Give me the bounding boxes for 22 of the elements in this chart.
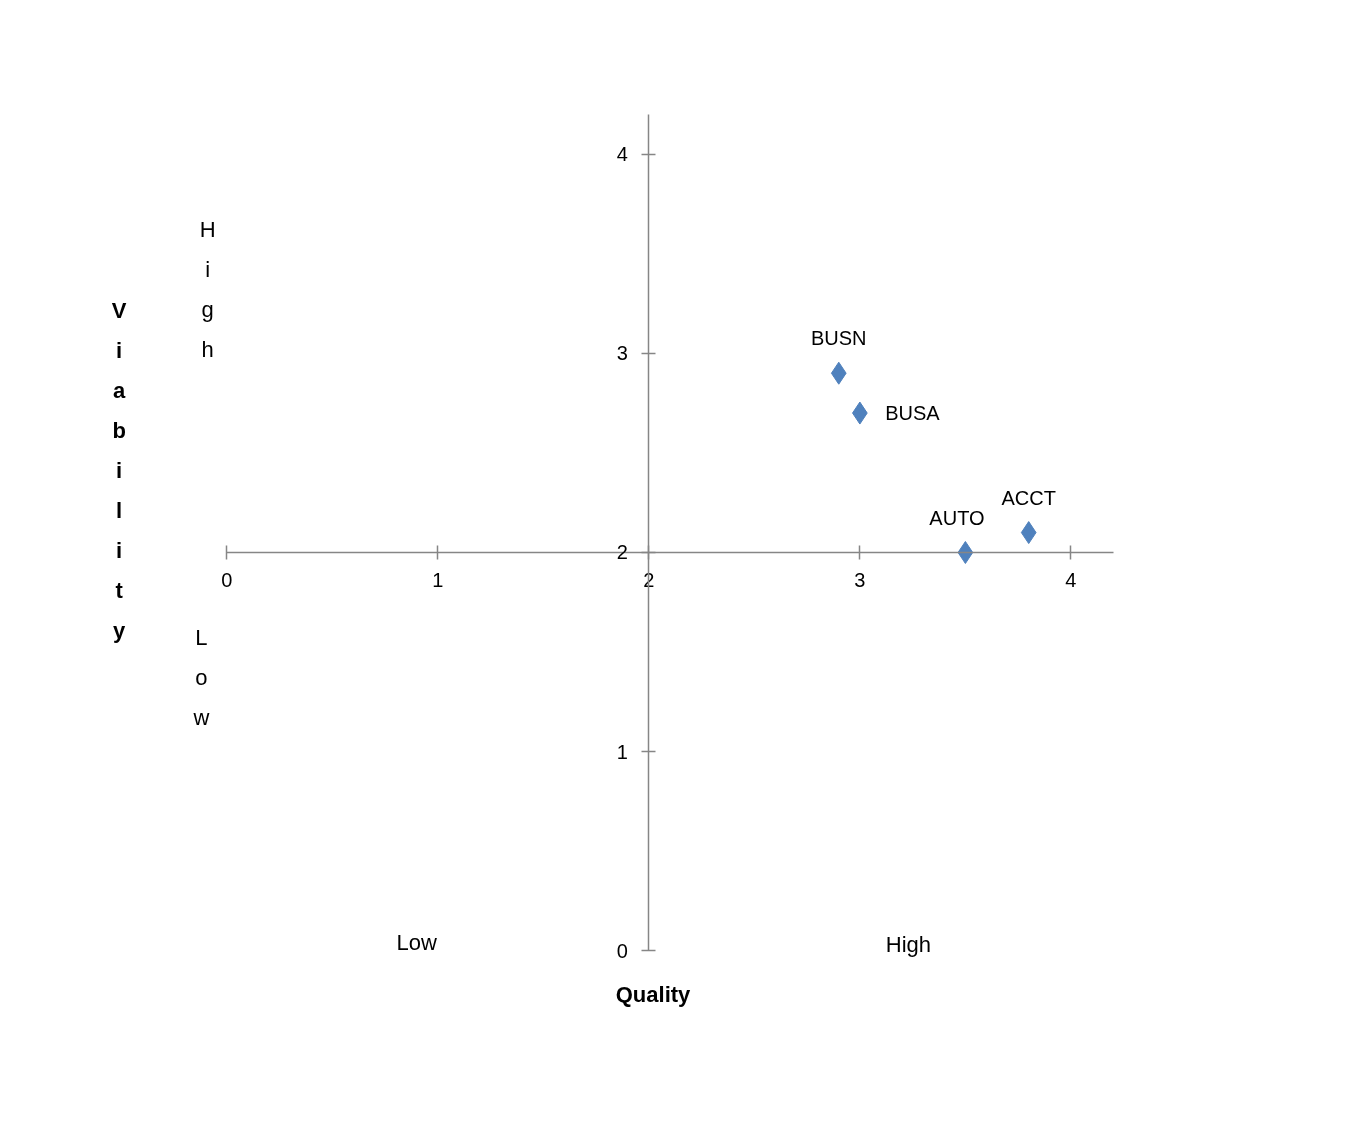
x-tick-label: 0 xyxy=(221,569,233,592)
y-tick-label: 2 xyxy=(616,541,628,564)
point xyxy=(830,361,847,385)
y-tick-label: 3 xyxy=(616,342,628,365)
text: High xyxy=(199,217,216,363)
annotation: High xyxy=(885,932,932,958)
y-tick-label: 4 xyxy=(616,143,628,166)
point xyxy=(957,540,974,564)
annotation: AUTO xyxy=(929,506,985,529)
x-axis-title: Quality xyxy=(615,982,692,1008)
text: Viability xyxy=(111,298,127,644)
x-tick-label: 1 xyxy=(432,569,444,592)
point xyxy=(1020,521,1037,545)
annotation: BUSA xyxy=(885,402,941,425)
text: Low xyxy=(192,625,210,731)
y-tick-label: 1 xyxy=(616,740,628,763)
y-tick-label: 0 xyxy=(616,939,628,962)
x-tick-label: 3 xyxy=(854,569,866,592)
annotation: Low xyxy=(396,930,437,956)
annotation: BUSN xyxy=(810,327,867,350)
annotation: ACCT xyxy=(1001,486,1056,509)
x-tick-label: 4 xyxy=(1065,569,1077,592)
